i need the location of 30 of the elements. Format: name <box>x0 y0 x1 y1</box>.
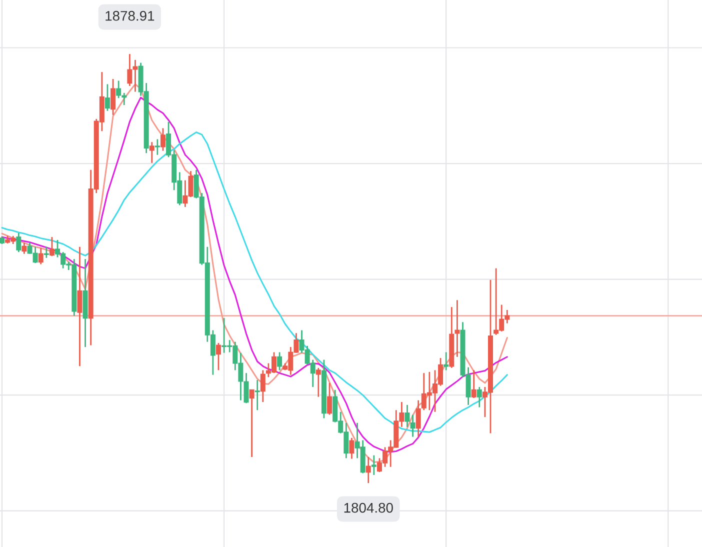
candlestick <box>349 437 354 460</box>
candlestick <box>249 389 254 458</box>
candlestick <box>254 379 260 411</box>
candlestick <box>149 141 154 164</box>
candlestick <box>471 369 476 399</box>
candlestick <box>327 382 332 416</box>
candlestick <box>104 84 110 112</box>
candlestick <box>277 352 282 371</box>
candlestick <box>216 342 221 371</box>
annotation: 1878.91 <box>106 10 154 21</box>
candlestick <box>260 369 266 403</box>
candlestick <box>16 232 22 253</box>
candlestick <box>371 454 376 476</box>
annotation: 1804.80 <box>344 502 393 513</box>
candlestick <box>44 246 49 259</box>
candlestick <box>454 299 460 358</box>
candlestick <box>444 352 449 371</box>
candlestick <box>49 236 54 257</box>
candlestick <box>404 404 410 428</box>
candlestick <box>366 456 371 484</box>
candlestick <box>77 246 82 367</box>
candlestick <box>416 400 421 438</box>
candlestick <box>316 367 321 398</box>
candlestick <box>410 414 416 438</box>
candlestick <box>22 242 27 255</box>
candlestick <box>476 386 482 408</box>
candlestick <box>110 78 116 116</box>
candlestick <box>160 128 166 152</box>
candlestick <box>38 247 44 265</box>
candlestick <box>154 138 160 156</box>
